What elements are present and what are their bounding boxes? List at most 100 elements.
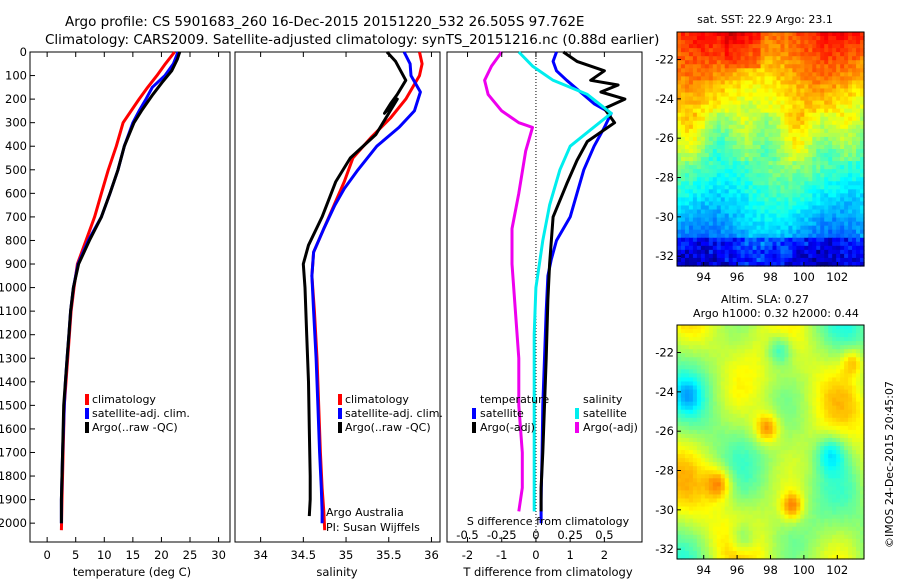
map-cell — [808, 72, 813, 77]
map-cell — [840, 381, 845, 387]
map-cell — [768, 478, 774, 483]
map-cell — [772, 189, 778, 194]
map-cell — [844, 201, 849, 207]
map-cell — [756, 486, 762, 492]
map-cell — [788, 153, 793, 158]
map-cell — [844, 249, 849, 255]
map-cell — [844, 478, 849, 483]
map-cell — [860, 56, 865, 61]
map-cell — [680, 213, 686, 219]
map-cell — [684, 478, 690, 483]
map-cell — [832, 385, 837, 391]
map-cell — [756, 48, 762, 53]
map-cell — [732, 421, 738, 427]
map-cell — [764, 333, 770, 338]
map-cell — [852, 209, 857, 215]
map-cell — [736, 193, 742, 199]
map-cell — [744, 241, 750, 247]
map-cell — [712, 458, 718, 463]
map-cell — [720, 325, 726, 330]
map-cell — [704, 189, 710, 194]
map-cell — [836, 56, 841, 61]
map-cell — [760, 181, 766, 186]
map-cell — [780, 413, 786, 419]
map-cell — [828, 341, 833, 346]
map-cell — [788, 389, 793, 395]
map-cell — [708, 462, 714, 467]
map-cell — [792, 209, 797, 215]
map-cell — [812, 446, 817, 451]
map-cell — [704, 36, 710, 41]
map-cell — [708, 132, 714, 138]
map-cell — [824, 341, 829, 346]
temperature-axes-frame — [29, 51, 231, 543]
map-cell — [716, 494, 722, 500]
map-cell — [692, 44, 698, 49]
map-cell — [688, 92, 694, 98]
map-cell — [752, 249, 758, 255]
map-cell — [800, 369, 805, 375]
map-cell — [680, 337, 686, 342]
map-cell — [732, 185, 738, 190]
map-cell — [824, 401, 829, 407]
map-cell — [856, 165, 861, 170]
map-cell — [860, 381, 865, 387]
map-cell — [760, 136, 766, 142]
map-cell — [740, 454, 746, 459]
y-tick-label: 1800 — [0, 469, 27, 483]
map-cell — [677, 189, 682, 194]
map-cell — [844, 120, 849, 126]
map-cell — [752, 474, 758, 479]
map-cell — [820, 425, 825, 431]
map-cell — [728, 369, 734, 375]
map-cell — [677, 349, 682, 354]
map-cell — [844, 225, 849, 231]
map-cell — [784, 153, 790, 158]
map-cell — [840, 177, 845, 182]
map-cell — [752, 442, 758, 447]
map-cell — [824, 433, 829, 439]
map-cell — [792, 237, 797, 243]
map-cell — [712, 72, 718, 77]
map-cell — [768, 257, 774, 263]
map-cell — [808, 132, 813, 138]
map-cell — [677, 132, 682, 138]
map-cell — [828, 421, 833, 427]
map-cell — [708, 92, 714, 98]
map-cell — [780, 185, 786, 190]
map-cell — [832, 486, 837, 492]
map-cell — [696, 433, 702, 439]
map-cell — [832, 421, 837, 427]
map-cell — [816, 189, 821, 194]
map-cell — [756, 433, 762, 439]
map-cell — [724, 213, 730, 219]
map-cell — [796, 261, 801, 267]
map-cell — [712, 470, 718, 475]
map-cell — [828, 153, 833, 158]
map-cell — [724, 401, 730, 407]
map-cell — [836, 209, 841, 215]
map-cell — [788, 209, 793, 215]
map-cell — [708, 225, 714, 231]
map-cell — [677, 124, 682, 130]
map-cell — [700, 357, 706, 362]
map-cell — [748, 245, 754, 251]
map-cell — [768, 482, 774, 487]
map-cell — [832, 205, 837, 211]
map-cell — [692, 52, 698, 57]
y-tick-label: 1500 — [0, 398, 27, 412]
map-cell — [840, 442, 845, 447]
map-cell — [708, 373, 714, 379]
map-cell — [788, 502, 793, 508]
map-cell — [796, 44, 801, 49]
map-cell — [708, 490, 714, 496]
map-cell — [768, 462, 774, 467]
map-cell — [788, 72, 793, 77]
map-cell — [756, 161, 762, 166]
map-cell — [860, 128, 865, 134]
map-cell — [844, 140, 849, 146]
map-cell — [836, 165, 841, 170]
map-cell — [744, 389, 750, 395]
map-cell — [700, 128, 706, 134]
map-cell — [684, 385, 690, 391]
